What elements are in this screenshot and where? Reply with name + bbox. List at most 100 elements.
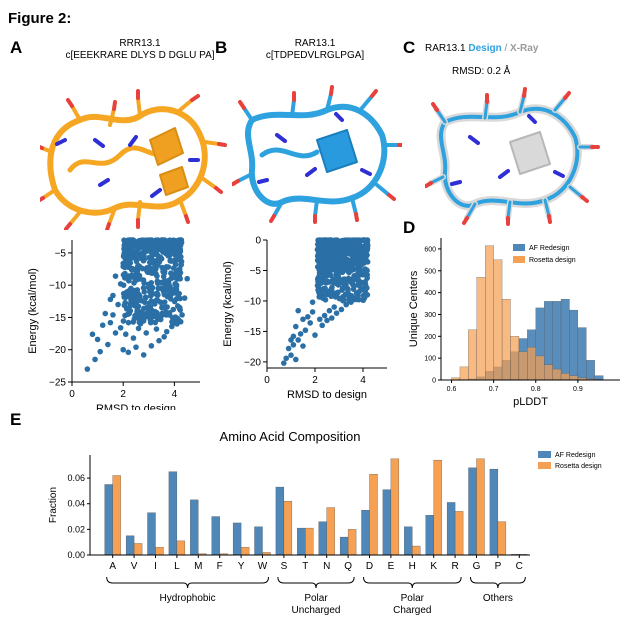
group-brace — [363, 576, 462, 589]
hist-bar-rosetta — [501, 299, 511, 381]
bar-af — [468, 467, 477, 556]
scatter-point — [124, 261, 131, 268]
scatter-point — [351, 283, 358, 289]
x-tick-label: 0 — [69, 389, 75, 400]
scatter-point — [360, 297, 367, 304]
y-tick-label: −5 — [250, 266, 262, 277]
scatter-point — [163, 328, 170, 335]
y-tick-label: −10 — [244, 296, 261, 307]
bar-af — [190, 499, 199, 556]
panel-label-e: E — [10, 410, 22, 429]
y-tick-label: −25 — [49, 378, 66, 389]
legend-swatch — [513, 244, 525, 251]
scatter-point — [154, 278, 161, 285]
legend-label: AF Redesign — [555, 452, 596, 459]
molecule-a-image — [40, 89, 227, 230]
scatter-point — [288, 352, 294, 358]
scatter-point — [155, 285, 162, 292]
scatter-point — [172, 280, 178, 287]
hist-bar-rosetta — [518, 351, 528, 381]
hist-bar-rosetta — [535, 355, 545, 381]
x-tick-label: G — [473, 561, 481, 572]
scatter-point — [172, 286, 178, 292]
scatter-point — [139, 265, 146, 272]
scatter-point — [329, 250, 335, 257]
x-tick-label: S — [281, 561, 288, 572]
scatter-point — [112, 330, 119, 336]
scatter-point — [121, 252, 128, 258]
scatter-point — [309, 309, 316, 315]
scatter-point — [155, 292, 161, 298]
scatter-point — [120, 346, 126, 353]
scatter-point — [327, 272, 334, 278]
scatter-point — [170, 306, 177, 313]
scatter-point — [147, 311, 154, 318]
y-tick-label: −15 — [244, 327, 261, 338]
bar-af — [318, 521, 327, 556]
bar-af — [211, 516, 220, 556]
scatter-point — [318, 272, 325, 279]
scatter-point — [148, 343, 155, 349]
scatter-point — [348, 267, 355, 273]
group-label-line2: Uncharged — [292, 605, 341, 616]
scatter-point — [165, 252, 171, 259]
y-tick-label: 0 — [432, 378, 436, 385]
bar-rosetta — [390, 458, 400, 556]
scatter-point — [321, 312, 328, 319]
scatter-point — [97, 348, 103, 355]
scatter-point — [339, 287, 345, 293]
scatter-point — [154, 297, 161, 304]
group-brace — [277, 576, 355, 589]
scatter-point — [323, 248, 330, 255]
scatter-point — [293, 323, 299, 330]
y-tick-label: −20 — [244, 357, 261, 368]
scatter-point — [177, 246, 184, 252]
scatter-point — [158, 244, 165, 251]
scatter-point — [120, 272, 127, 278]
scatter-point — [168, 270, 174, 277]
x-tick-label: T — [302, 561, 308, 572]
scatter-point — [130, 292, 137, 299]
scatter-point — [154, 252, 161, 258]
scatter-point — [141, 299, 148, 306]
scatter-point — [176, 305, 183, 312]
scatter-a: 0 2 4 −25 −20 −15 −10 −5 RMSD to design Energy (k… — [27, 237, 200, 410]
bar-rosetta — [347, 529, 357, 556]
scatter-point — [142, 294, 149, 300]
scatter-point — [161, 270, 168, 276]
scatter-point — [339, 237, 346, 244]
x-tick-label: R — [451, 561, 458, 572]
scatter-point — [126, 304, 132, 311]
scatter-point — [84, 366, 91, 372]
scatter-point — [144, 268, 150, 274]
scatter-point — [133, 258, 140, 265]
legend-swatch — [513, 256, 525, 263]
scatter-point — [148, 279, 155, 286]
bar-af — [104, 484, 113, 556]
scatter-point — [142, 246, 148, 253]
scatter-point — [363, 237, 369, 244]
molecule-b-image — [232, 85, 402, 224]
scatter-point — [136, 319, 143, 326]
scatter-point — [168, 288, 174, 295]
panel-a-sequence: c[EEEKRARE DLYS D DGLU PA] — [65, 50, 215, 61]
y-tick-label: 400 — [424, 290, 436, 297]
scatter-point — [324, 278, 330, 284]
scatter-point — [89, 331, 96, 338]
scatter-point — [340, 253, 347, 259]
scatter-point — [353, 244, 359, 250]
scatter-point — [288, 337, 294, 343]
scatter-point — [138, 238, 145, 244]
y-tick-label: 100 — [424, 356, 436, 363]
scatter-point — [329, 284, 335, 291]
x-tick-label: K — [430, 561, 437, 572]
bar-rosetta — [133, 543, 143, 556]
scatter-point — [168, 258, 175, 264]
scatter-point — [141, 305, 147, 312]
scatter-point — [126, 310, 133, 317]
group-label: Others — [483, 593, 513, 604]
hist-bar-af — [552, 301, 562, 381]
scatter-point — [172, 275, 178, 281]
hist-bar-rosetta — [527, 347, 536, 381]
y-tick-label: 0.02 — [67, 524, 85, 534]
